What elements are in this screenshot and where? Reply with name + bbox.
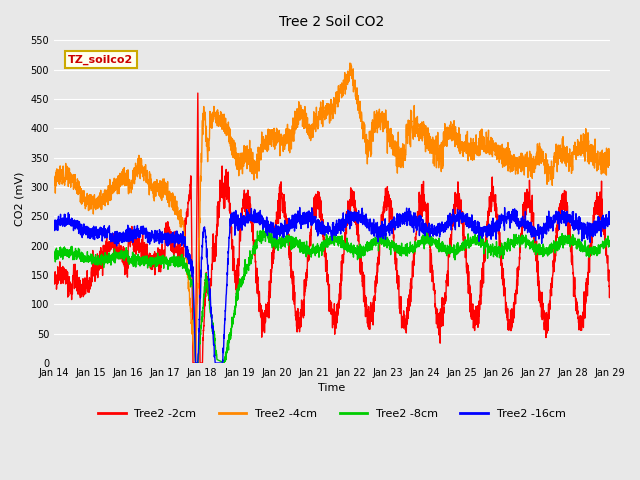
Tree2 -8cm (536, 252, 543, 257)
Tree2 -16cm (606, 215, 614, 221)
Tree2 -8cm (259, 225, 267, 231)
Tree2 -16cm (595, 224, 603, 230)
Tree2 -8cm (50, 251, 58, 256)
Tree2 -16cm (147, 234, 154, 240)
Tree2 -2cm (595, 201, 603, 206)
Tree2 -8cm (288, 238, 296, 243)
Tree2 -16cm (192, 360, 200, 366)
Tree2 -16cm (50, 221, 58, 227)
Tree2 -8cm (264, 230, 271, 236)
Tree2 -2cm (536, 278, 543, 284)
Tree2 -2cm (288, 266, 296, 272)
Tree2 -2cm (147, 265, 154, 271)
Tree2 -2cm (189, 360, 197, 366)
Tree2 -8cm (606, 243, 614, 249)
Tree2 -8cm (595, 244, 603, 250)
Tree2 -2cm (264, 302, 271, 308)
Tree2 -4cm (191, 358, 199, 364)
Tree2 -4cm (595, 160, 603, 166)
Y-axis label: CO2 (mV): CO2 (mV) (15, 171, 25, 226)
Tree2 -16cm (296, 204, 303, 210)
Tree2 -2cm (194, 90, 202, 96)
Tree2 -16cm (287, 222, 295, 228)
Tree2 -8cm (113, 250, 121, 256)
Tree2 -16cm (113, 236, 121, 242)
Title: Tree 2 Soil CO2: Tree 2 Soil CO2 (279, 15, 385, 29)
Tree2 -4cm (264, 149, 271, 155)
Tree2 -4cm (287, 146, 295, 152)
Tree2 -4cm (606, 157, 614, 163)
Line: Tree2 -16cm: Tree2 -16cm (54, 207, 610, 363)
Tree2 -4cm (346, 60, 354, 66)
Tree2 -4cm (50, 173, 58, 179)
Line: Tree2 -2cm: Tree2 -2cm (54, 93, 610, 363)
Line: Tree2 -4cm: Tree2 -4cm (54, 63, 610, 361)
Tree2 -4cm (147, 172, 154, 178)
Legend: Tree2 -2cm, Tree2 -4cm, Tree2 -8cm, Tree2 -16cm: Tree2 -2cm, Tree2 -4cm, Tree2 -8cm, Tree… (93, 404, 570, 423)
Tree2 -2cm (50, 278, 58, 284)
Line: Tree2 -8cm: Tree2 -8cm (54, 228, 610, 363)
Tree2 -8cm (147, 260, 154, 265)
Tree2 -2cm (606, 288, 614, 294)
Tree2 -4cm (536, 162, 543, 168)
Tree2 -16cm (536, 227, 543, 232)
Text: TZ_soilco2: TZ_soilco2 (68, 54, 133, 64)
Tree2 -16cm (264, 230, 271, 236)
Tree2 -8cm (192, 360, 200, 366)
X-axis label: Time: Time (318, 384, 346, 394)
Tree2 -2cm (113, 245, 121, 251)
Tree2 -4cm (113, 191, 121, 197)
